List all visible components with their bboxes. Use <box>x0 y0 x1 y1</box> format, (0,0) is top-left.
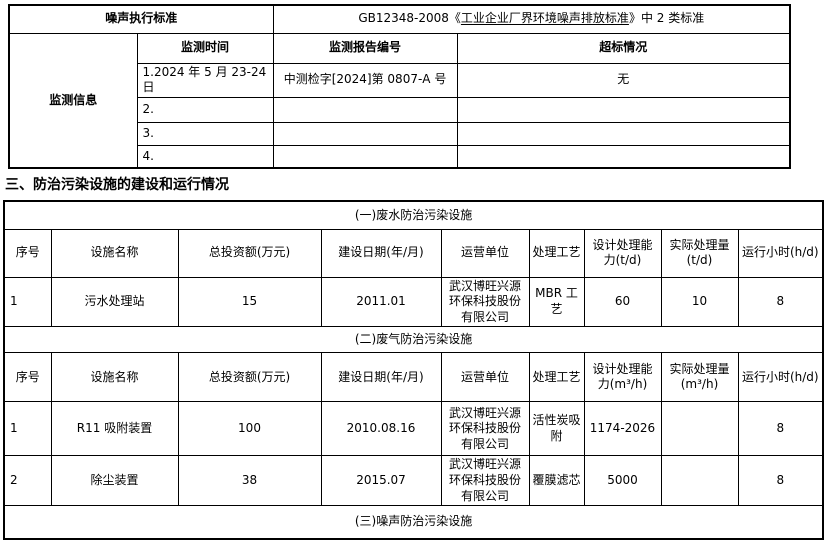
cell-operator: 武汉博旺兴源环保科技股份有限公司 <box>440 276 530 328</box>
monitoring-row: 3. <box>9 121 791 146</box>
waste-gas-data-row: 1 R11 吸附装置 100 2010.08.16 武汉博旺兴源环保科技股份有限… <box>3 401 824 457</box>
section-heading: 三、防治污染设施的建设和运行情况 <box>5 177 229 194</box>
monitoring-exceedance-cell: 无 <box>456 62 791 98</box>
cell-design-capacity: 5000 <box>583 455 662 507</box>
cell-design-capacity: 60 <box>583 276 662 328</box>
cell-actual-volume <box>660 455 739 507</box>
noise-standard-value-suffix: 》中 2 类标准 <box>628 11 705 26</box>
cell-facility-name: R11 吸附装置 <box>50 401 179 457</box>
wastewater-section-title: (一)废水防治污染设施 <box>3 200 824 230</box>
monitoring-report-no-cell <box>272 144 458 169</box>
cell-build-date: 2010.08.16 <box>320 401 442 457</box>
monitoring-exceedance-cell <box>456 96 791 123</box>
cell-build-date: 2015.07 <box>320 455 442 507</box>
col-header-build-date: 建设日期(年/月) <box>320 352 442 403</box>
cell-investment: 15 <box>177 276 322 328</box>
col-header-operating-hours: 运行小时(h/d) <box>737 352 824 403</box>
cell-actual-volume <box>660 401 739 457</box>
col-header-process: 处理工艺 <box>528 228 585 278</box>
col-header-build-date: 建设日期(年/月) <box>320 228 442 278</box>
col-header-process: 处理工艺 <box>528 352 585 403</box>
col-header-actual-volume: 实际处理量(m³/h) <box>660 352 739 403</box>
cell-seq: 2 <box>3 455 52 507</box>
noise-standard-value-underlined: 工业企业厂界环境噪声排放标准 <box>460 11 629 26</box>
cell-seq: 1 <box>3 276 52 328</box>
monitoring-exceedance-cell <box>456 121 791 146</box>
monitoring-exceedance-header: 超标情况 <box>456 32 791 64</box>
wastewater-header-row: 序号 设施名称 总投资额(万元) 建设日期(年/月) 运营单位 处理工艺 设计处… <box>3 228 824 278</box>
monitoring-report-no-cell <box>272 96 458 123</box>
monitoring-info-table: 噪声执行标准 GB12348-2008《工业企业厂界环境噪声排放标准》中 2 类… <box>8 4 792 170</box>
noise-section-title-row: (三)噪声防治污染设施 <box>3 505 824 540</box>
col-header-investment: 总投资额(万元) <box>177 352 322 403</box>
cell-operator: 武汉博旺兴源环保科技股份有限公司 <box>440 455 530 507</box>
waste-gas-section-title-row: (二)废气防治污染设施 <box>3 326 824 354</box>
monitoring-time-header: 监测时间 <box>136 32 274 64</box>
cell-actual-volume: 10 <box>660 276 739 328</box>
cell-operating-hours: 8 <box>737 401 824 457</box>
col-header-facility-name: 设施名称 <box>50 352 179 403</box>
waste-gas-header-row: 序号 设施名称 总投资额(万元) 建设日期(年/月) 运营单位 处理工艺 设计处… <box>3 352 824 403</box>
noise-standard-value: GB12348-2008《工业企业厂界环境噪声排放标准》中 2 类标准 <box>272 4 791 34</box>
monitoring-time-cell: 2. <box>136 96 274 123</box>
monitoring-row: 4. <box>9 144 791 169</box>
wastewater-section-title-row: (一)废水防治污染设施 <box>3 200 824 230</box>
col-header-actual-volume: 实际处理量(t/d) <box>660 228 739 278</box>
monitoring-report-no-cell <box>272 121 458 146</box>
noise-standard-value-prefix: GB12348-2008《 <box>358 11 461 26</box>
monitoring-header-row: 监测信息 监测时间 监测报告编号 超标情况 <box>8 32 791 169</box>
cell-operating-hours: 8 <box>737 455 824 507</box>
cell-operator: 武汉博旺兴源环保科技股份有限公司 <box>440 401 530 457</box>
cell-process: 活性炭吸附 <box>528 401 585 457</box>
pollution-control-facilities-table: (一)废水防治污染设施 序号 设施名称 总投资额(万元) 建设日期(年/月) 运… <box>3 200 825 540</box>
noise-section-title: (三)噪声防治污染设施 <box>3 505 824 540</box>
cell-process: 覆膜滤芯 <box>528 455 585 507</box>
cell-facility-name: 污水处理站 <box>50 276 179 328</box>
col-header-facility-name: 设施名称 <box>50 228 179 278</box>
cell-facility-name: 除尘装置 <box>50 455 179 507</box>
monitoring-row: 1.2024 年 5 月 23-24 日 中测检字[2024]第 0807-A … <box>9 62 791 98</box>
col-header-seq: 序号 <box>3 228 52 278</box>
monitoring-row: 2. <box>9 96 791 123</box>
col-header-operator: 运营单位 <box>440 228 530 278</box>
col-header-operator: 运营单位 <box>440 352 530 403</box>
monitoring-exceedance-cell <box>456 144 791 169</box>
cell-process: MBR 工艺 <box>528 276 585 328</box>
cell-build-date: 2011.01 <box>320 276 442 328</box>
col-header-investment: 总投资额(万元) <box>177 228 322 278</box>
waste-gas-data-row: 2 除尘装置 38 2015.07 武汉博旺兴源环保科技股份有限公司 覆膜滤芯 … <box>3 455 824 507</box>
monitoring-report-no-header: 监测报告编号 <box>272 32 458 64</box>
cell-design-capacity: 1174-2026 <box>583 401 662 457</box>
cell-investment: 38 <box>177 455 322 507</box>
monitoring-time-cell: 3. <box>136 121 274 146</box>
waste-gas-section-title: (二)废气防治污染设施 <box>3 326 824 354</box>
col-header-seq: 序号 <box>3 352 52 403</box>
noise-standard-label: 噪声执行标准 <box>8 4 274 34</box>
wastewater-data-row: 1 污水处理站 15 2011.01 武汉博旺兴源环保科技股份有限公司 MBR … <box>3 276 824 328</box>
col-header-operating-hours: 运行小时(h/d) <box>737 228 824 278</box>
cell-investment: 100 <box>177 401 322 457</box>
col-header-design-capacity: 设计处理能力(m³/h) <box>583 352 662 403</box>
col-header-design-capacity: 设计处理能力(t/d) <box>583 228 662 278</box>
cell-operating-hours: 8 <box>737 276 824 328</box>
monitoring-report-no-cell: 中测检字[2024]第 0807-A 号 <box>272 62 458 98</box>
cell-seq: 1 <box>3 401 52 457</box>
noise-standard-row: 噪声执行标准 GB12348-2008《工业企业厂界环境噪声排放标准》中 2 类… <box>8 4 791 34</box>
monitoring-time-cell: 1.2024 年 5 月 23-24 日 <box>136 62 274 98</box>
monitoring-info-label: 监测信息 <box>8 32 138 169</box>
monitoring-time-cell: 4. <box>136 144 274 169</box>
